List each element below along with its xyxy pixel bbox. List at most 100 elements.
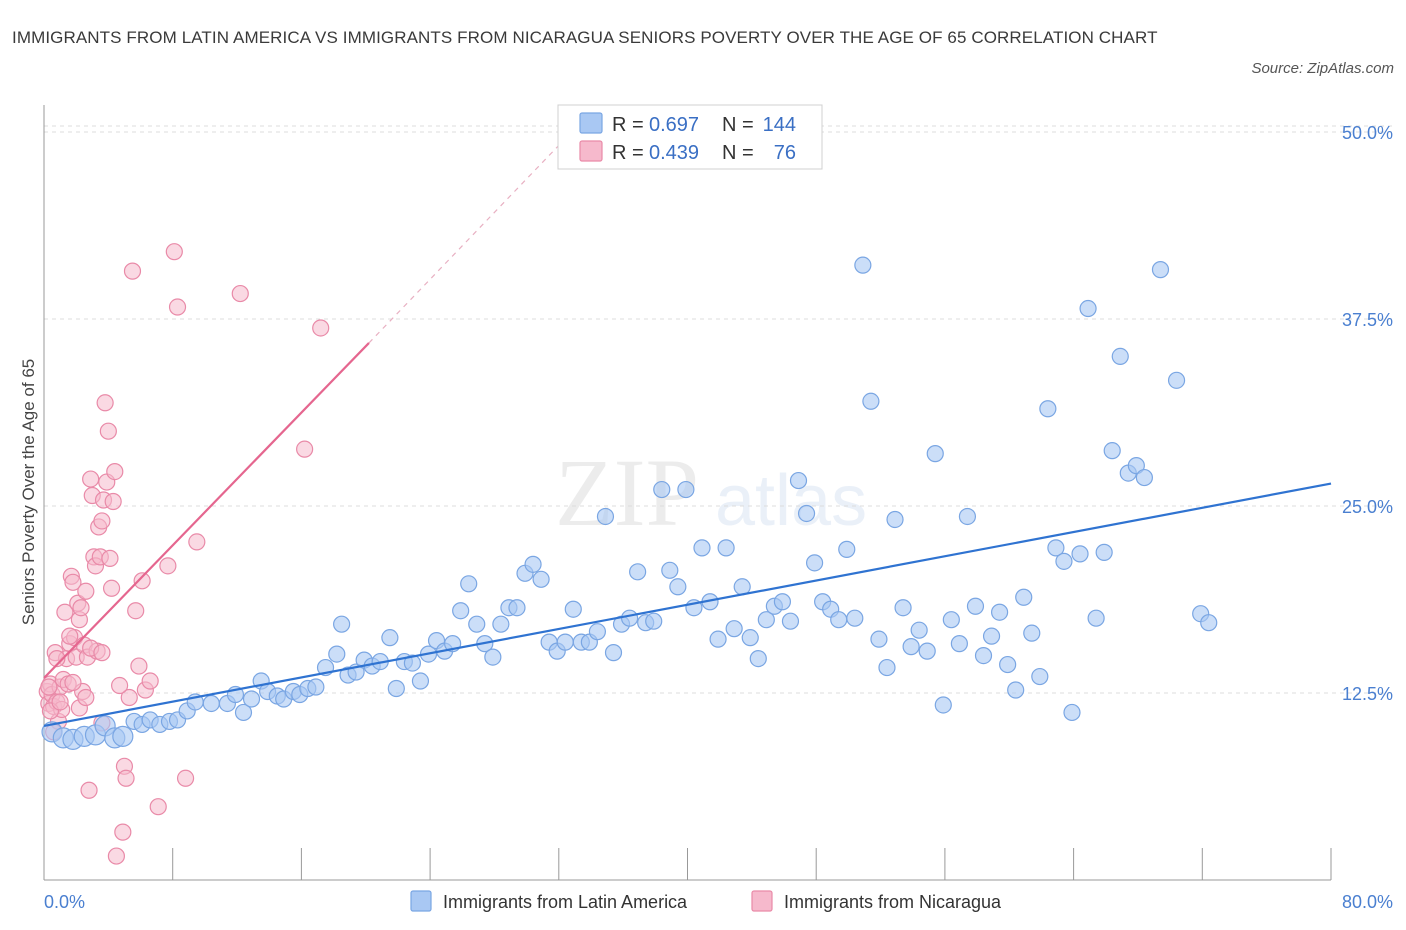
data-point-nicaragua bbox=[168, 298, 187, 316]
data-point-latin-america bbox=[604, 644, 623, 662]
data-point-latin-america bbox=[1015, 588, 1033, 606]
data-point-latin-america bbox=[902, 638, 920, 656]
data-point-latin-america bbox=[381, 629, 399, 647]
stats-r-label-nicaragua: R = bbox=[612, 142, 644, 164]
data-point-latin-america bbox=[403, 654, 422, 672]
bottom-legend: Immigrants from Latin America Immigrants… bbox=[410, 890, 1002, 912]
data-point-latin-america bbox=[588, 623, 607, 641]
data-point-nicaragua bbox=[165, 243, 183, 261]
data-point-latin-america bbox=[492, 615, 510, 633]
data-point-latin-america bbox=[629, 563, 647, 581]
data-point-latin-america bbox=[661, 561, 679, 579]
data-point-latin-america bbox=[717, 539, 735, 557]
stats-n-value-nicaragua: 76 bbox=[774, 142, 796, 164]
data-point-nicaragua bbox=[133, 572, 151, 590]
data-point-nicaragua bbox=[120, 688, 138, 707]
y-axis-tick-labels: 12.5% 25.0% 37.5% 50.0% bbox=[1342, 123, 1393, 704]
data-point-latin-america bbox=[452, 602, 470, 620]
data-point-latin-america bbox=[990, 603, 1009, 621]
data-point-latin-america bbox=[862, 392, 880, 410]
data-point-latin-america bbox=[564, 600, 582, 618]
data-point-nicaragua bbox=[149, 798, 167, 816]
data-point-latin-america bbox=[886, 510, 904, 529]
data-point-nicaragua bbox=[64, 573, 82, 591]
y-tick-label: 50.0% bbox=[1342, 123, 1393, 143]
data-point-latin-america bbox=[709, 630, 727, 648]
data-point-nicaragua bbox=[296, 440, 314, 458]
data-point-latin-america bbox=[878, 658, 896, 677]
data-point-latin-america bbox=[669, 578, 687, 596]
y-axis-label: Seniors Poverty Over the Age of 65 bbox=[19, 359, 38, 625]
data-point-latin-america bbox=[838, 540, 856, 558]
data-point-nicaragua bbox=[51, 693, 69, 711]
data-point-latin-america bbox=[524, 555, 542, 573]
series-latin-america-points bbox=[41, 256, 1218, 750]
data-point-nicaragua bbox=[96, 394, 114, 412]
data-point-latin-america bbox=[1103, 442, 1121, 460]
data-point-nicaragua bbox=[93, 512, 111, 530]
data-point-latin-america bbox=[966, 597, 985, 615]
stats-legend: R = 0.697 N = 144 R = 0.439 N = 76 bbox=[557, 104, 823, 170]
data-point-nicaragua bbox=[117, 769, 135, 787]
trend-line-nicaragua-extension bbox=[368, 131, 573, 344]
data-point-nicaragua bbox=[111, 676, 129, 695]
data-point-latin-america bbox=[789, 471, 808, 490]
data-point-nicaragua bbox=[176, 769, 195, 787]
series-nicaragua-points bbox=[38, 243, 330, 865]
data-point-latin-america bbox=[846, 609, 864, 627]
data-point-nicaragua bbox=[80, 781, 98, 799]
legend-label-nicaragua: Immigrants from Nicaragua bbox=[784, 892, 1002, 912]
stats-r-value-nicaragua: 0.439 bbox=[649, 142, 699, 164]
legend-label-latin-america: Immigrants from Latin America bbox=[443, 892, 688, 912]
data-point-nicaragua bbox=[101, 549, 119, 567]
data-point-latin-america bbox=[620, 609, 639, 627]
data-point-nicaragua bbox=[188, 533, 206, 551]
data-point-nicaragua bbox=[77, 688, 95, 707]
data-point-latin-america bbox=[508, 599, 526, 617]
chart-source: Source: ZipAtlas.com bbox=[1251, 60, 1394, 77]
data-point-latin-america bbox=[1095, 543, 1113, 561]
data-point-latin-america bbox=[202, 694, 220, 713]
data-point-latin-america bbox=[741, 629, 759, 647]
legend-swatch-latin-america bbox=[410, 890, 432, 912]
data-point-nicaragua bbox=[114, 823, 132, 841]
data-point-latin-america bbox=[693, 539, 711, 557]
stats-n-value-latin-america: 144 bbox=[763, 114, 796, 136]
data-point-latin-america bbox=[974, 646, 993, 665]
data-point-latin-america bbox=[460, 575, 478, 593]
stats-r-label-latin-america: R = bbox=[612, 114, 644, 136]
stats-n-label-latin-america: N = bbox=[722, 114, 754, 136]
data-point-latin-america bbox=[112, 725, 134, 747]
data-point-latin-america bbox=[1127, 457, 1145, 475]
data-point-nicaragua bbox=[123, 262, 142, 280]
data-point-nicaragua bbox=[61, 627, 79, 645]
data-point-nicaragua bbox=[82, 470, 100, 488]
data-point-latin-america bbox=[333, 615, 351, 633]
data-point-latin-america bbox=[653, 480, 671, 499]
data-point-latin-america bbox=[677, 480, 695, 499]
data-point-latin-america bbox=[596, 507, 615, 526]
x-tick-label-min: 0.0% bbox=[44, 892, 85, 912]
y-tick-label: 25.0% bbox=[1342, 497, 1393, 517]
data-point-latin-america bbox=[854, 256, 872, 274]
data-point-nicaragua bbox=[130, 657, 148, 675]
data-point-latin-america bbox=[1079, 299, 1097, 318]
trend-line-latin-america bbox=[43, 482, 1332, 727]
data-point-latin-america bbox=[1007, 681, 1025, 699]
data-point-latin-america bbox=[926, 445, 944, 463]
data-point-latin-america bbox=[870, 630, 888, 648]
data-point-latin-america bbox=[307, 678, 325, 696]
data-point-latin-america bbox=[1087, 609, 1105, 627]
data-point-latin-america bbox=[1167, 371, 1186, 389]
stats-legend-swatch-nicaragua bbox=[579, 140, 603, 162]
data-point-latin-america bbox=[982, 627, 1001, 645]
data-point-nicaragua bbox=[104, 492, 122, 511]
data-point-latin-america bbox=[1200, 614, 1218, 632]
data-point-latin-america bbox=[1151, 261, 1170, 279]
data-point-nicaragua bbox=[312, 319, 330, 337]
data-point-latin-america bbox=[242, 690, 261, 708]
y-tick-label: 12.5% bbox=[1342, 684, 1393, 704]
data-point-nicaragua bbox=[72, 599, 90, 617]
data-point-nicaragua bbox=[141, 672, 159, 690]
data-point-latin-america bbox=[1063, 703, 1081, 722]
